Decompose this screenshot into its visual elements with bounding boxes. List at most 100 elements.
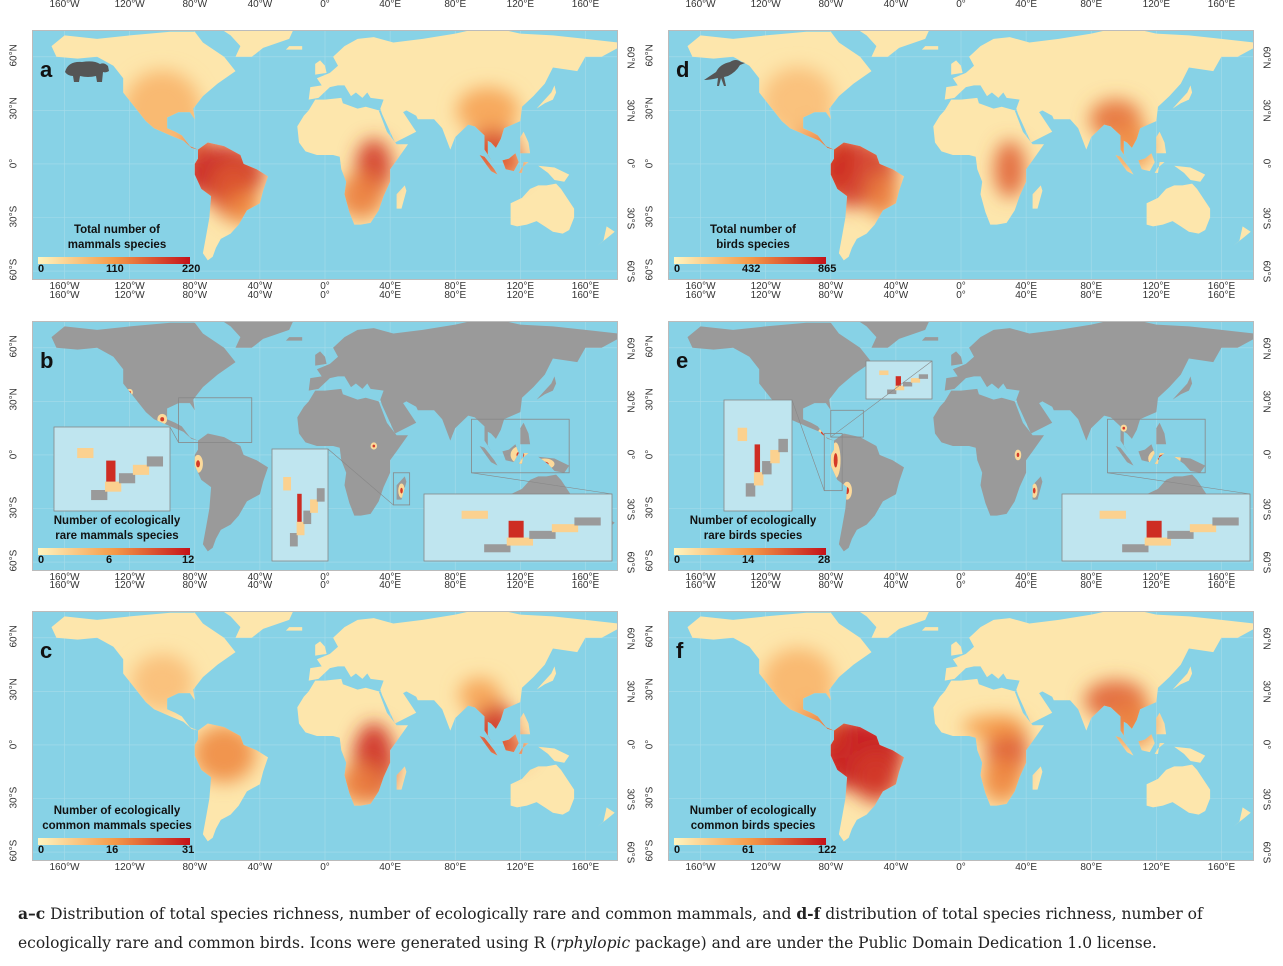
- lon-tick-label: 80°E: [1080, 572, 1103, 583]
- land-iceland: [285, 627, 303, 631]
- world-map: [32, 611, 618, 861]
- land-iceland: [921, 337, 939, 341]
- lon-tick-label: 40°W: [883, 572, 909, 583]
- panel-letter: c: [40, 638, 53, 663]
- lat-tick-label: 0°: [644, 449, 656, 460]
- lon-tick-label: 120°E: [506, 281, 535, 292]
- land-japan: [1172, 376, 1193, 400]
- lat-tick-label: 30°N: [624, 99, 636, 123]
- lat-tick-label: 30°N: [624, 680, 636, 704]
- lon-tick-label: 80°W: [182, 862, 208, 873]
- land-iceland: [285, 46, 303, 50]
- map-panel-d: 160°W 160°W 120°W 120°W 80°W 80°W 40°W 40°W 0° 0°…: [636, 0, 1272, 292]
- richness-hotspot: [994, 140, 1026, 198]
- land-eurasia: [308, 611, 618, 744]
- lat-tick-label: 30°N: [1260, 680, 1272, 704]
- land-eurasia: [308, 321, 618, 454]
- lon-tick-label: 80°W: [818, 290, 844, 301]
- map-panel-a: 160°W 160°W 120°W 120°W 80°W 80°W 40°W 40°W 0° 0°…: [0, 0, 636, 292]
- lon-tick-label: 40°E: [1015, 862, 1038, 873]
- lon-tick-label: 160°W: [49, 0, 80, 10]
- land-uk: [315, 60, 327, 75]
- land-madagascar: [396, 766, 407, 790]
- land-namerica: [51, 322, 236, 441]
- land-japan: [1172, 666, 1193, 690]
- lat-tick-label: 60°S: [8, 258, 20, 281]
- land-nz: [1232, 226, 1251, 247]
- land-namerica: [687, 322, 872, 441]
- lon-tick-label: 120°W: [750, 281, 781, 292]
- panel-letter: f: [676, 638, 684, 663]
- lon-tick-label: 80°E: [1080, 290, 1103, 301]
- land-sumatra: [479, 446, 498, 466]
- legend-title: Number of ecologically rare mammals speci…: [42, 514, 192, 544]
- lat-tick-label: 60°S: [624, 551, 636, 574]
- lat-tick-label: 30°S: [644, 496, 656, 518]
- lon-tick-label: 40°W: [883, 580, 909, 591]
- rare-species-core: [1122, 426, 1126, 430]
- caption-text-1: Distribution of total species richness, …: [45, 905, 797, 923]
- lat-tick-label: 60°N: [8, 43, 20, 67]
- lon-tick-label: 80°W: [818, 281, 844, 292]
- land-iceland: [921, 46, 939, 50]
- legend-title: Number of ecologically common birds speci…: [678, 804, 828, 834]
- lat-tick-label: 30°S: [624, 498, 636, 520]
- lat-tick-label: 30°S: [1260, 788, 1272, 810]
- caption-italic: rphylopic: [556, 934, 631, 952]
- land-uk: [315, 351, 327, 366]
- legend-max: 28: [818, 554, 831, 566]
- lon-tick-label: 0°: [956, 572, 966, 583]
- lon-tick-label: 80°W: [818, 862, 844, 873]
- world-map: [32, 321, 618, 571]
- richness-hotspot: [962, 715, 1025, 739]
- legend-title-line1: Total number of: [73, 224, 161, 236]
- lon-tick-label: 120°W: [114, 0, 145, 10]
- land-newguinea: [538, 165, 570, 182]
- land-borneo: [1138, 734, 1155, 753]
- lat-tick-label: 60°S: [8, 549, 20, 572]
- land-greenland: [222, 30, 294, 57]
- land-nz: [1232, 807, 1251, 828]
- lon-tick-label: 80°E: [1080, 281, 1103, 292]
- land-japan: [536, 85, 557, 109]
- richness-hotspot: [337, 173, 385, 219]
- lat-tick-label: 60°S: [1260, 260, 1272, 283]
- lon-tick-label: 40°W: [883, 281, 909, 292]
- lon-tick-label: 40°W: [247, 572, 273, 583]
- lon-tick-label: 120°W: [114, 862, 145, 873]
- lon-tick-label: 120°E: [506, 862, 535, 873]
- lon-tick-label: 120°W: [750, 0, 781, 10]
- lat-tick-label: 0°: [624, 739, 636, 750]
- lon-tick-label: 80°W: [818, 0, 844, 10]
- lat-tick-label: 60°S: [1260, 551, 1272, 574]
- land-greenland: [858, 30, 930, 57]
- lon-tick-label: 120°W: [750, 862, 781, 873]
- legend-title-line1: Number of ecologically: [689, 515, 817, 527]
- lat-tick-label: 30°S: [8, 496, 20, 518]
- lon-tick-label: 160°W: [685, 862, 716, 873]
- land-sulawesi: [1154, 162, 1165, 173]
- lat-tick-label: 30°N: [644, 678, 656, 701]
- lat-tick-label: 0°: [644, 158, 656, 169]
- lon-tick-label: 0°: [956, 0, 966, 10]
- lat-tick-label: 60°S: [644, 839, 656, 862]
- legend-color-bar: [674, 838, 826, 845]
- legend-title-line2: common mammals species: [42, 820, 192, 832]
- land-sulawesi: [1154, 743, 1165, 754]
- lon-tick-label: 80°W: [182, 0, 208, 10]
- lon-tick-label: 160°E: [1207, 572, 1236, 583]
- lon-tick-label: 120°E: [1142, 572, 1171, 583]
- lat-tick-label: 30°N: [8, 97, 20, 120]
- lon-tick-label: 40°W: [883, 290, 909, 301]
- land-eurasia: [308, 30, 618, 163]
- panel-letter: b: [40, 348, 54, 373]
- lon-tick-label: 160°W: [685, 290, 716, 301]
- lat-tick-label: 60°S: [644, 258, 656, 281]
- land-japan: [536, 666, 557, 690]
- lon-tick-label: 120°E: [1142, 580, 1171, 591]
- lon-tick-label: 160°W: [49, 281, 80, 292]
- lon-tick-label: 40°W: [247, 281, 273, 292]
- land-samerica: [830, 433, 904, 552]
- rare-species-core: [1016, 452, 1020, 458]
- lon-tick-label: 40°E: [379, 862, 402, 873]
